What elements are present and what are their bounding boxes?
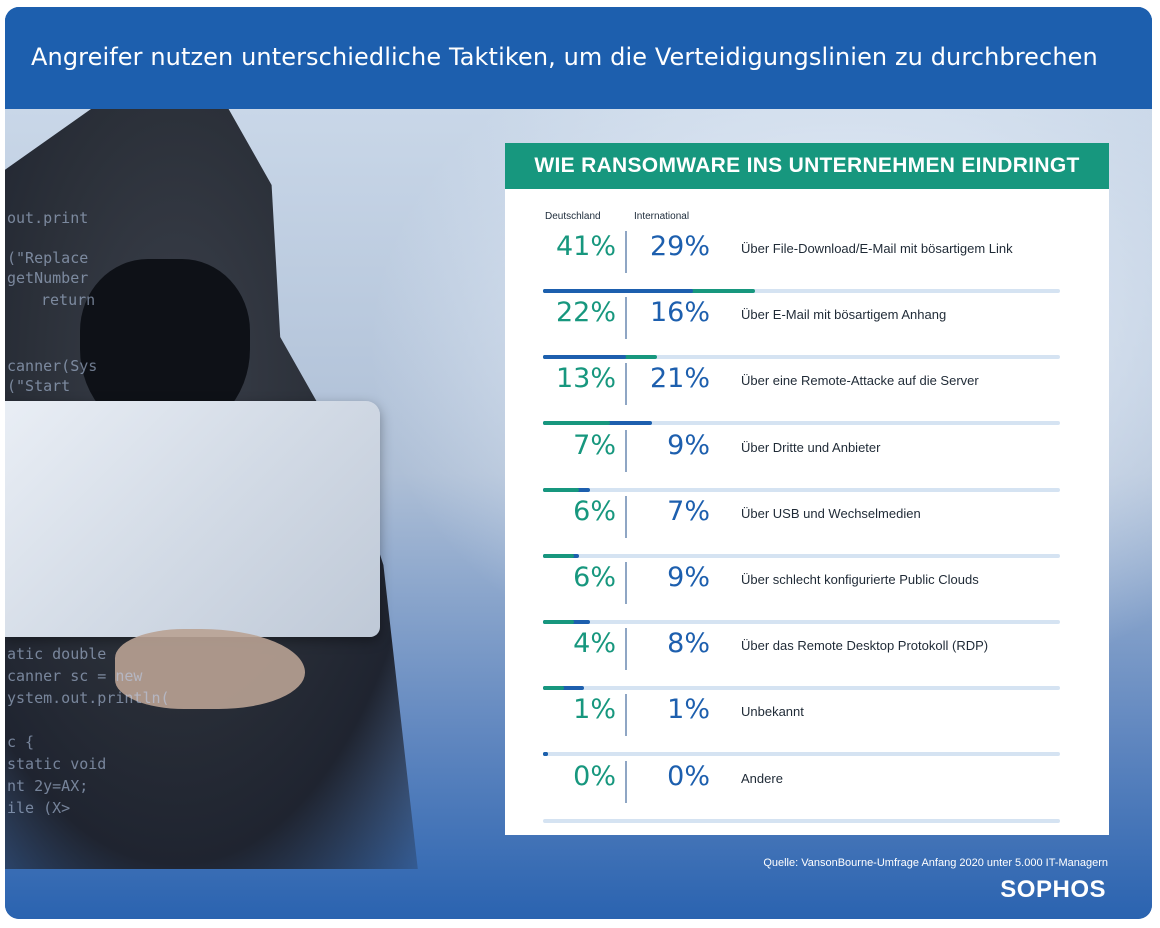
value-label-deutschland: 13%: [555, 363, 616, 395]
bar-track: [543, 686, 1060, 691]
source-note: Quelle: VansonBourne-Umfrage Anfang 2020…: [763, 857, 1108, 869]
code-line: ("Replace: [7, 249, 89, 267]
code-line: canner(Sys: [7, 357, 98, 375]
bar-track: [543, 487, 1060, 492]
value-label-international: 9%: [667, 562, 710, 593]
value-label-international: 0%: [667, 760, 710, 792]
code-line: nt 2y=AX;: [7, 777, 89, 795]
value-label-deutschland: 1%: [573, 694, 616, 726]
category-label: Über E-Mail mit bösartigem Anhang: [741, 307, 947, 323]
category-label: Über Dritte und Anbieter: [741, 439, 881, 455]
column-divider: [625, 628, 627, 671]
value-label-international: 7%: [667, 495, 710, 527]
bar-deutschland: [543, 487, 580, 492]
infographic-frame: out.print ("Replace getNumber return can…: [5, 7, 1152, 919]
value-label-international: 9%: [667, 429, 710, 461]
page-title: Angreifer nutzen unterschiedliche Taktik…: [31, 43, 1098, 71]
column-divider: [625, 694, 627, 737]
value-label-deutschland: 41%: [555, 231, 616, 262]
bar-track: [543, 553, 1060, 558]
chart-card: WIE RANSOMWARE INS UNTERNEHMEN EINDRINGT…: [505, 143, 1109, 835]
value-label-deutschland: 6%: [573, 562, 616, 593]
column-header-international: International: [634, 211, 690, 222]
code-line: out.print: [7, 209, 89, 227]
value-label-international: 29%: [649, 231, 710, 262]
category-label: Über das Remote Desktop Protokoll (RDP): [741, 638, 989, 654]
column-divider: [625, 297, 627, 340]
category-label: Unbekannt: [741, 704, 804, 720]
value-label-deutschland: 7%: [573, 429, 616, 461]
header-bar: Angreifer nutzen unterschiedliche Taktik…: [5, 7, 1152, 109]
bar-deutschland: [543, 686, 564, 691]
value-label-international: 16%: [649, 297, 710, 329]
code-line: c {: [7, 733, 35, 751]
code-line: ystem.out.println(: [7, 689, 170, 707]
value-label-international: 1%: [667, 694, 710, 726]
chart-title: WIE RANSOMWARE INS UNTERNEHMEN EINDRINGT: [505, 143, 1109, 189]
category-label: Andere: [741, 770, 783, 786]
column-divider: [625, 231, 627, 273]
category-label: Über USB und Wechselmedien: [741, 505, 921, 521]
value-label-deutschland: 22%: [555, 297, 616, 329]
code-line: static void: [7, 755, 107, 773]
value-label-international: 21%: [649, 363, 710, 395]
bar-track: [543, 289, 1060, 293]
column-divider: [625, 429, 627, 472]
bar-deutschland: [543, 620, 575, 624]
bar-track: [543, 620, 1060, 624]
bar-track: [543, 421, 1060, 426]
code-line: ile (X>: [7, 799, 71, 817]
bar-international: [543, 289, 693, 293]
bar-international: [543, 752, 549, 757]
category-label: Über File-Download/E-Mail mit bösartigem…: [741, 241, 1013, 256]
column-divider: [625, 562, 627, 604]
code-line: atic double: [7, 645, 107, 663]
column-header-deutschland: Deutschland: [545, 211, 601, 222]
column-divider: [625, 495, 627, 538]
bar-deutschland: [543, 553, 575, 558]
hand: [115, 629, 305, 709]
column-divider: [625, 363, 627, 406]
category-label: Über schlecht konfigurierte Public Cloud…: [741, 572, 979, 587]
bar-international: [543, 686, 585, 691]
column-divider: [625, 760, 627, 803]
bar-track: [543, 818, 1060, 823]
code-line: getNumber: [7, 269, 89, 287]
value-label-deutschland: 0%: [573, 760, 616, 792]
value-label-deutschland: 4%: [573, 628, 616, 660]
sophos-logo: SOPHOS: [1000, 876, 1106, 903]
value-label-international: 8%: [667, 628, 710, 660]
bar-deutschland: [543, 421, 611, 426]
bar-track: [543, 355, 1060, 360]
code-line: canner sc = new: [7, 667, 143, 685]
code-line: ("Start: [7, 377, 71, 395]
laptop: [5, 401, 380, 637]
category-label: Über eine Remote-Attacke auf die Server: [741, 373, 979, 389]
code-line: return: [41, 291, 96, 309]
bar-international: [543, 355, 626, 360]
value-label-deutschland: 6%: [573, 495, 616, 527]
bar-track: [543, 752, 1060, 757]
